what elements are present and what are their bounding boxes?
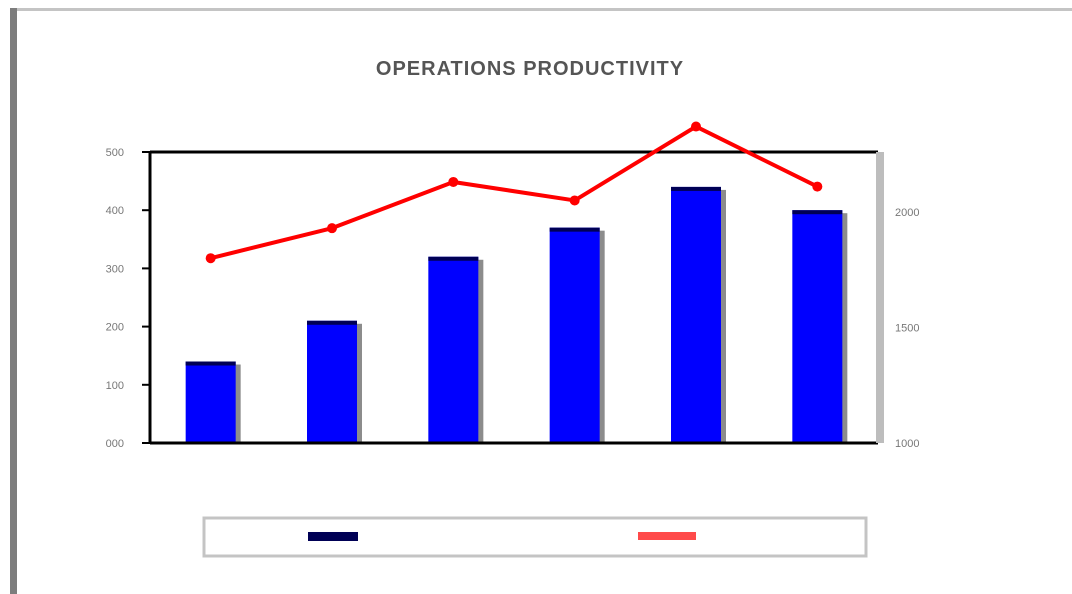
y-tick-label: 500 (106, 147, 124, 159)
legend-swatch-bar (308, 532, 358, 541)
y-tick-label: 000 (106, 438, 124, 450)
line-point (691, 121, 701, 132)
y-tick-label: 400 (106, 205, 124, 217)
line-point (448, 176, 459, 187)
y2-tick-label: 2000 (895, 207, 919, 219)
chart-title: OPERATIONS PRODUCTIVITY (376, 58, 684, 80)
line-series (205, 121, 823, 264)
bar-top-edge (671, 186, 721, 191)
line-path (210, 124, 819, 261)
bar-top-edge (307, 320, 357, 325)
bar (185, 361, 236, 443)
y2-tick-label: 1500 (895, 323, 919, 335)
line-point (812, 181, 823, 192)
bar (792, 210, 843, 443)
y2-axis-line (876, 152, 884, 443)
bar-top-edge (549, 227, 600, 232)
y-tick-label: 100 (106, 380, 124, 392)
bar (549, 227, 600, 443)
bar-top-edge (428, 256, 479, 261)
frame-left-border (10, 8, 17, 594)
y2-axis-ticks: 1000 1500 2000 (895, 207, 919, 450)
line-point (205, 253, 216, 264)
bar (307, 320, 357, 443)
bar-top-edge (792, 210, 843, 215)
y-axis-ticks: 000 100 200 300 400 500 (106, 147, 150, 450)
plot-axes (148, 150, 884, 445)
y2-tick-label: 1000 (895, 438, 919, 450)
y-tick-label: 200 (106, 322, 124, 334)
legend-box (202, 516, 868, 558)
legend (202, 516, 868, 558)
frame-top-border (10, 8, 1072, 11)
bar-series (185, 186, 848, 444)
bar (671, 186, 721, 444)
line-point (569, 195, 580, 206)
y-tick-label: 300 (106, 263, 124, 275)
line-point (327, 223, 337, 234)
bar (428, 256, 479, 443)
bar-top-edge (185, 361, 236, 366)
legend-swatch-line (638, 532, 696, 540)
